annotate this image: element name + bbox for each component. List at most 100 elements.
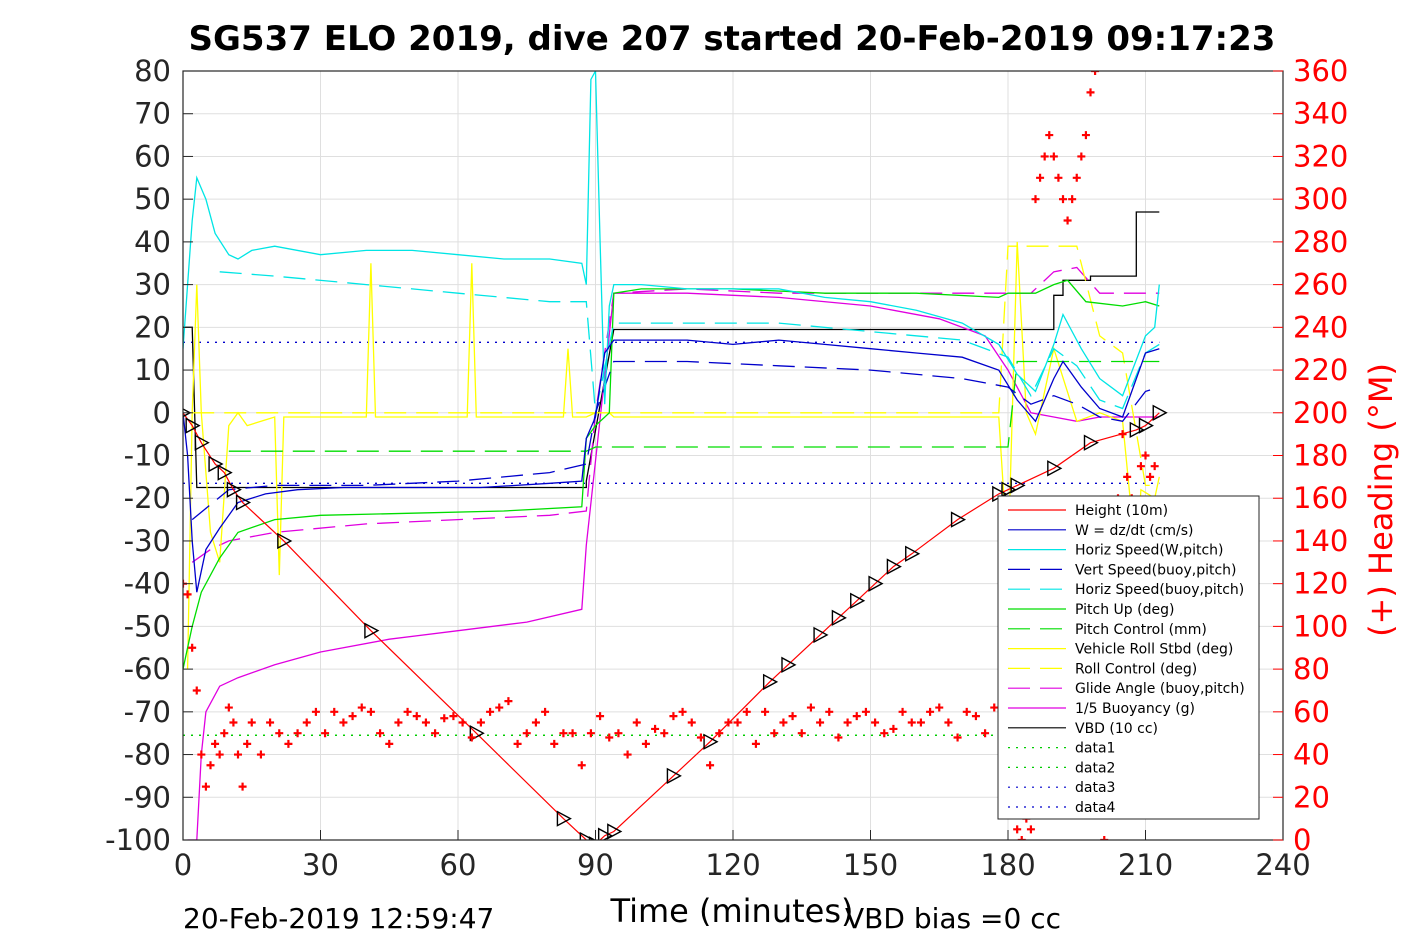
heading-point xyxy=(706,761,715,770)
right-tick-label: 260 xyxy=(1293,268,1348,302)
heading-point xyxy=(990,703,999,712)
vbd-bias-footer: VBD bias =0 cc xyxy=(845,902,1061,935)
y-tick-label: 50 xyxy=(134,182,171,216)
heading-point xyxy=(871,718,880,727)
heading-point xyxy=(1123,472,1132,481)
height-marker xyxy=(762,673,779,691)
heading-point xyxy=(467,733,476,742)
height-marker xyxy=(194,434,210,451)
height-marker xyxy=(850,592,866,609)
chart-title: SG537 ELO 2019, dive 207 started 20-Feb-… xyxy=(189,19,1276,59)
heading-point xyxy=(632,718,641,727)
legend-label-vert_buoy: Vert Speed(buoy,pitch) xyxy=(1075,562,1237,578)
heading-point xyxy=(1100,836,1109,840)
right-tick-label: 0 xyxy=(1293,823,1311,857)
heading-point xyxy=(724,718,733,727)
heading-point xyxy=(412,712,421,721)
series-line-horiz_buoy xyxy=(219,271,1160,413)
series-line-horiz_w xyxy=(183,71,1160,405)
heading-point xyxy=(1045,131,1054,140)
heading-point xyxy=(394,718,403,727)
legend-label-pitch_ctrl: Pitch Control (mm) xyxy=(1075,622,1207,638)
heading-point xyxy=(550,739,559,748)
y-tick-label: -30 xyxy=(124,524,171,558)
x-axis-label: Time (minutes) xyxy=(610,892,854,930)
legend-label-horiz_w: Horiz Speed(W,pitch) xyxy=(1075,543,1223,559)
height-marker xyxy=(235,494,252,511)
y-tick-label: 60 xyxy=(134,139,171,173)
height-marker xyxy=(1152,404,1168,421)
height-marker xyxy=(781,656,797,674)
y-tick-label: 30 xyxy=(134,268,171,302)
y-tick-label: -60 xyxy=(124,652,171,686)
right-tick-label: 280 xyxy=(1293,225,1348,259)
x-tick-label: 240 xyxy=(1255,848,1310,882)
heading-point xyxy=(440,714,449,723)
series-line-w xyxy=(183,339,1160,593)
legend-label-data2: data2 xyxy=(1075,760,1115,776)
height-marker xyxy=(556,810,572,827)
height-marker xyxy=(1138,417,1154,434)
heading-point xyxy=(971,712,980,721)
heading-point xyxy=(916,718,925,727)
heading-point xyxy=(1086,88,1095,97)
heading-point xyxy=(234,750,242,759)
heading-point xyxy=(605,733,614,742)
heading-point xyxy=(504,697,513,706)
heading-point xyxy=(852,712,861,721)
right-tick-label: 320 xyxy=(1293,139,1348,173)
series-layer xyxy=(183,71,1168,840)
heading-point xyxy=(201,782,210,791)
right-tick-label: 140 xyxy=(1293,524,1348,558)
height-marker xyxy=(1083,434,1099,451)
right-tick-label: 80 xyxy=(1293,652,1330,686)
legend-label-glide: Glide Angle (buoy,pitch) xyxy=(1075,681,1245,697)
heading-point xyxy=(1091,71,1100,75)
heading-point xyxy=(1059,195,1067,204)
height-marker xyxy=(1001,481,1017,498)
height-marker xyxy=(813,626,829,644)
timestamp-footer: 20-Feb-2019 12:59:47 xyxy=(183,902,494,935)
heading-point xyxy=(962,707,971,716)
heading-point xyxy=(715,729,724,738)
heading-point xyxy=(751,739,760,748)
x-tick-label: 30 xyxy=(302,848,339,882)
heading-point xyxy=(797,729,806,738)
y-tick-label: 70 xyxy=(134,97,171,131)
heading-point xyxy=(586,729,595,738)
right-tick-label: 160 xyxy=(1293,481,1348,515)
height-marker xyxy=(1047,460,1063,477)
right-tick-label: 340 xyxy=(1293,97,1348,131)
heading-point xyxy=(339,718,348,727)
heading-point xyxy=(779,718,788,727)
height-marker xyxy=(597,827,614,840)
heading-point xyxy=(623,750,632,759)
heading-point xyxy=(761,707,770,716)
heading-point xyxy=(1040,152,1049,161)
height-marker xyxy=(868,575,884,592)
heading-point xyxy=(1072,173,1081,182)
heading-point xyxy=(1031,195,1040,204)
height-marker xyxy=(831,609,847,627)
heading-point xyxy=(669,712,678,721)
heading-point xyxy=(266,718,275,727)
heading-point xyxy=(403,707,412,716)
heading-point xyxy=(284,739,293,748)
heading-point xyxy=(302,718,311,727)
right-tick-label: 100 xyxy=(1293,609,1348,643)
y-tick-label: 0 xyxy=(153,396,171,430)
heading-point xyxy=(889,724,898,733)
legend: Height (10m) W = dz/dt (cm/s) Horiz Speed(… xyxy=(997,495,1260,820)
heading-point xyxy=(678,707,687,716)
x-tick-label: 120 xyxy=(705,848,760,882)
y-tick-label: -100 xyxy=(105,823,171,857)
heading-point xyxy=(1054,173,1063,182)
legend-label-roll_ctrl: Roll Control (deg) xyxy=(1075,661,1197,677)
heading-point xyxy=(806,703,815,712)
right-tick-label: 60 xyxy=(1293,695,1330,729)
heading-point xyxy=(366,707,375,716)
height-marker xyxy=(607,823,623,840)
heading-point xyxy=(696,733,705,742)
heading-point xyxy=(926,707,935,716)
